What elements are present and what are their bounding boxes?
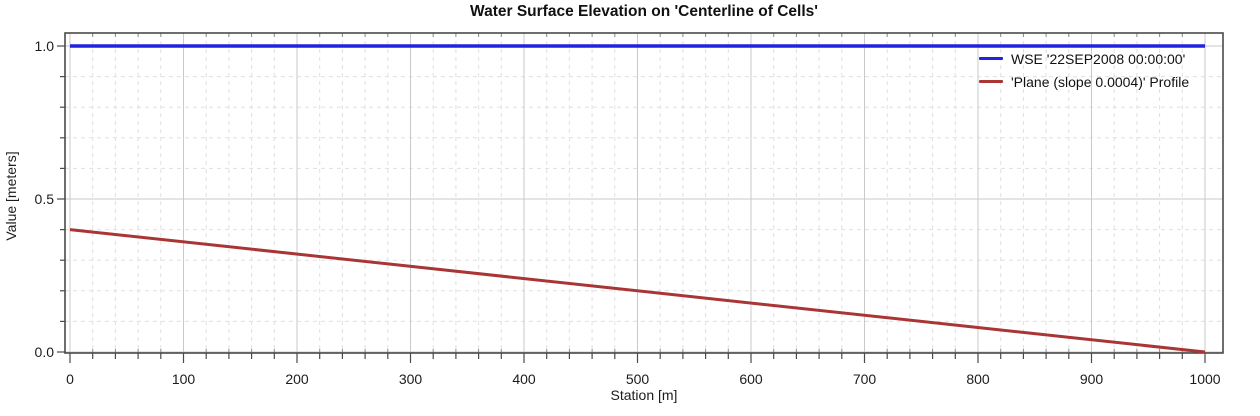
x-tick-label: 800 xyxy=(966,371,990,387)
x-tick-label: 400 xyxy=(512,371,536,387)
chart-title: Water Surface Elevation on 'Centerline o… xyxy=(470,3,818,20)
x-axis-title: Station [m] xyxy=(610,387,678,403)
y-tick-label: 0.0 xyxy=(35,344,55,360)
x-tick-label: 900 xyxy=(1080,371,1104,387)
x-tick-label: 0 xyxy=(66,371,74,387)
y-tick-label: 0.5 xyxy=(35,191,55,207)
x-tick-label: 600 xyxy=(739,371,763,387)
plane-profile-line-swatch xyxy=(979,79,1003,84)
legend-item-wse: WSE '22SEP2008 00:00:00' xyxy=(979,47,1189,70)
plot-frame xyxy=(64,32,1224,354)
legend-label-plane-profile: 'Plane (slope 0.0004)' Profile xyxy=(1011,73,1190,90)
x-tick-label: 300 xyxy=(399,371,423,387)
y-tick-label: 1.0 xyxy=(35,38,55,54)
wse-line-swatch xyxy=(979,56,1003,61)
y-axis-title: Value [meters] xyxy=(3,151,19,241)
x-tick-label: 500 xyxy=(626,371,650,387)
x-tick-label: 700 xyxy=(853,371,877,387)
legend-item-plane-profile: 'Plane (slope 0.0004)' Profile xyxy=(979,70,1189,93)
legend: WSE '22SEP2008 00:00:00' 'Plane (slope 0… xyxy=(979,47,1189,93)
x-tick-label: 100 xyxy=(172,371,196,387)
x-tick-label: 200 xyxy=(285,371,309,387)
x-tick-label: 1000 xyxy=(1189,371,1220,387)
legend-label-wse: WSE '22SEP2008 00:00:00' xyxy=(1011,50,1186,67)
series-line-1 xyxy=(69,228,1206,354)
